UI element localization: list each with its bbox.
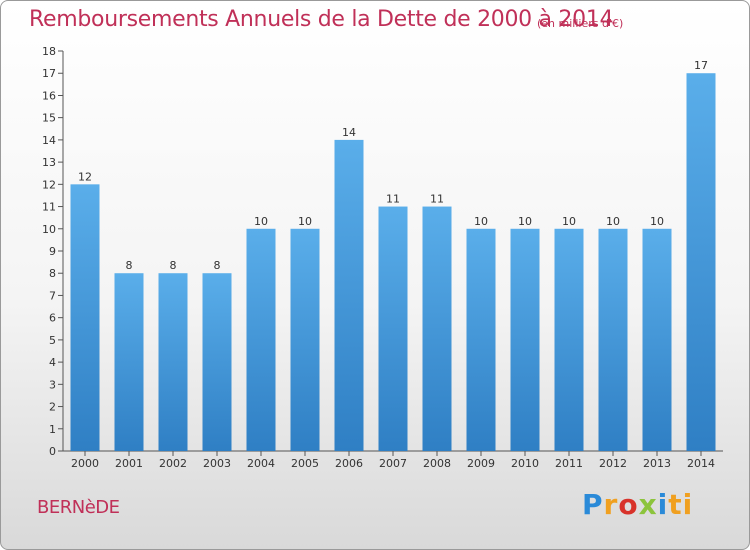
bar-2008 <box>422 206 452 451</box>
bar-value-label: 11 <box>430 193 444 206</box>
bar-2011 <box>554 228 584 451</box>
bar-2014 <box>686 73 716 451</box>
x-tick-label: 2003 <box>203 457 231 470</box>
y-tick-label: 5 <box>49 334 56 347</box>
bar-value-label: 12 <box>78 170 92 183</box>
x-tick-label: 2006 <box>335 457 363 470</box>
bar-2002 <box>158 273 188 451</box>
bar-value-label: 10 <box>562 215 576 228</box>
proxiti-logo[interactable]: Proxiti <box>582 488 694 521</box>
bar-2007 <box>378 206 408 451</box>
y-tick-label: 6 <box>49 312 56 325</box>
y-tick-label: 15 <box>42 112 56 125</box>
x-tick-label: 2007 <box>379 457 407 470</box>
y-tick-label: 12 <box>42 178 56 191</box>
bar-2009 <box>466 228 496 451</box>
chart-title: Remboursements Annuels de la Dette de 20… <box>29 7 614 32</box>
bar-2004 <box>246 228 276 451</box>
bar-value-label: 10 <box>254 215 268 228</box>
y-tick-label: 0 <box>49 445 56 458</box>
bar-value-label: 8 <box>170 259 177 272</box>
y-tick-label: 16 <box>42 89 56 102</box>
bar-value-label: 10 <box>518 215 532 228</box>
bar-value-label: 10 <box>474 215 488 228</box>
y-tick-label: 7 <box>49 289 56 302</box>
town-name: BERNèDE <box>37 497 120 518</box>
bar-value-label: 10 <box>298 215 312 228</box>
y-tick-label: 8 <box>49 267 56 280</box>
x-tick-label: 2008 <box>423 457 451 470</box>
bar-2005 <box>290 228 320 451</box>
y-tick-label: 10 <box>42 223 56 236</box>
bar-2006 <box>334 139 364 451</box>
bar-value-label: 14 <box>342 126 356 139</box>
x-tick-label: 2013 <box>643 457 671 470</box>
x-tick-label: 2001 <box>115 457 143 470</box>
x-tick-label: 2004 <box>247 457 275 470</box>
x-tick-label: 2000 <box>71 457 99 470</box>
x-tick-label: 2012 <box>599 457 627 470</box>
x-tick-label: 2002 <box>159 457 187 470</box>
y-tick-label: 1 <box>49 423 56 436</box>
y-tick-label: 14 <box>42 134 56 147</box>
y-tick-label: 4 <box>49 356 56 369</box>
bar-2003 <box>202 273 232 451</box>
y-tick-label: 18 <box>42 45 56 58</box>
bar-2000 <box>70 184 100 452</box>
chart-subtitle: (en milliers d'€) <box>537 17 624 30</box>
x-tick-label: 2014 <box>687 457 715 470</box>
plot-area: 0123456789101112131415161718122000820018… <box>42 45 723 470</box>
x-tick-label: 2005 <box>291 457 319 470</box>
y-tick-label: 9 <box>49 245 56 258</box>
bar-value-label: 17 <box>694 59 708 72</box>
bar-value-label: 11 <box>386 193 400 206</box>
y-tick-label: 3 <box>49 378 56 391</box>
bar-2012 <box>598 228 628 451</box>
y-tick-label: 17 <box>42 67 56 80</box>
bar-2010 <box>510 228 540 451</box>
x-tick-label: 2009 <box>467 457 495 470</box>
bar-value-label: 10 <box>650 215 664 228</box>
bar-2013 <box>642 228 672 451</box>
y-tick-label: 11 <box>42 201 56 214</box>
bar-value-label: 8 <box>126 259 133 272</box>
bar-2001 <box>114 273 144 451</box>
y-tick-label: 2 <box>49 401 56 414</box>
x-tick-label: 2011 <box>555 457 583 470</box>
bar-value-label: 10 <box>606 215 620 228</box>
x-tick-label: 2010 <box>511 457 539 470</box>
bar-value-label: 8 <box>214 259 221 272</box>
y-tick-label: 13 <box>42 156 56 169</box>
